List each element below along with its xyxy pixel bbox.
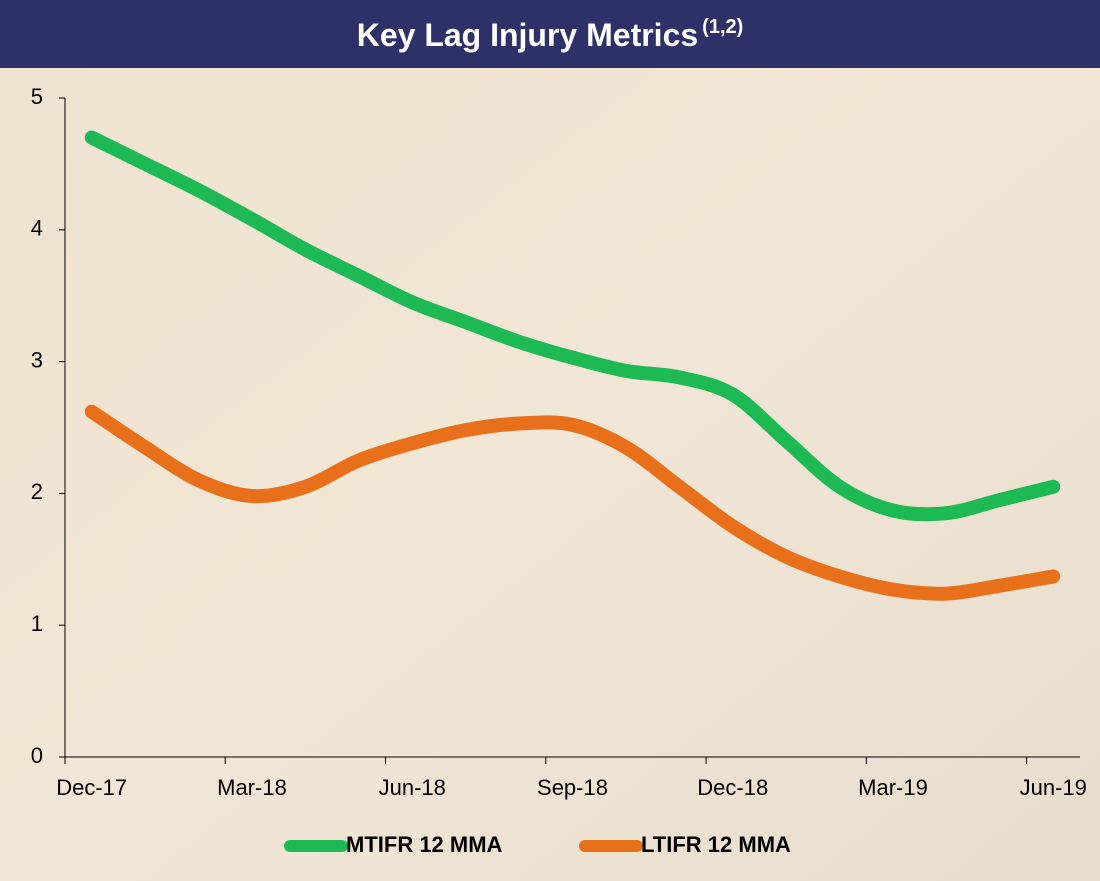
x-tick-label: Mar-19 bbox=[858, 775, 928, 800]
x-tick-label: Dec-18 bbox=[697, 775, 768, 800]
legend-label: MTIFR 12 MMA bbox=[346, 832, 503, 857]
y-tick-label: 3 bbox=[31, 347, 43, 372]
title-main: Key Lag Injury Metrics bbox=[357, 17, 698, 53]
y-tick-label: 2 bbox=[31, 479, 43, 504]
y-tick-label: 5 bbox=[31, 84, 43, 109]
y-tick-label: 4 bbox=[31, 216, 43, 241]
line-series bbox=[84, 404, 1061, 601]
y-tick-label: 0 bbox=[31, 743, 43, 768]
title-superscript: (1,2) bbox=[702, 16, 743, 38]
x-tick-label: Dec-17 bbox=[56, 775, 127, 800]
x-tick-label: Mar-18 bbox=[217, 775, 287, 800]
x-tick-label: Jun-19 bbox=[1020, 775, 1087, 800]
y-tick-label: 1 bbox=[31, 611, 43, 636]
x-tick-label: Jun-18 bbox=[379, 775, 446, 800]
chart-title: Key Lag Injury Metrics (1,2) bbox=[357, 16, 744, 53]
line-series bbox=[84, 130, 1061, 522]
legend-label: LTIFR 12 MMA bbox=[641, 832, 791, 857]
x-tick-label: Sep-18 bbox=[537, 775, 608, 800]
title-bar bbox=[0, 0, 1100, 68]
